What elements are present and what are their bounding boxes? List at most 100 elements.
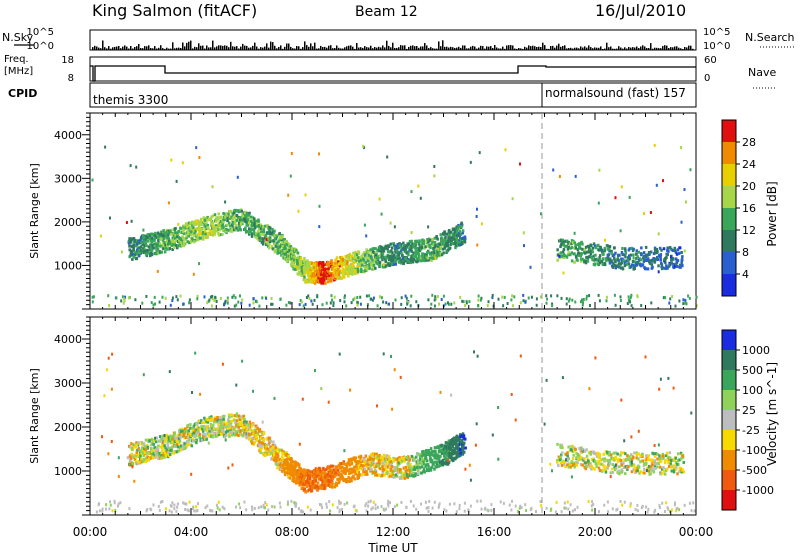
ground-scatter-cell [368,294,371,298]
echo-cell [361,253,365,257]
echo-cell [373,259,377,263]
echo-cell [144,438,148,442]
nsky-bar [210,47,212,50]
echo-cell [422,453,425,457]
echo-cell [374,253,378,257]
echo-cell [674,250,678,254]
echo-cell [375,452,378,456]
echo-cell [184,436,188,440]
ground-scatter-cell [308,297,311,301]
echo-cell [336,276,339,280]
echo-cell [384,260,387,264]
echo-cell [244,214,247,218]
echo-cell [209,425,213,429]
echo-cell [366,265,369,268]
echo-cell [422,462,425,466]
echo-cell [446,244,449,248]
echo-cell [222,215,226,219]
nsky-bar [502,46,504,50]
ground-scatter-cell [325,301,328,305]
echo-cell [163,444,166,448]
echo-cell [233,221,237,225]
echo-cell [146,456,150,459]
echo-cell [237,414,241,418]
echo-cell [314,476,317,480]
echo-cell [255,224,259,228]
echo-cell [590,244,593,248]
echo-cell [199,226,202,230]
echo-cell [302,278,305,282]
echo-cell [416,453,419,457]
nsky-bar [146,46,148,50]
sparse-echo-cell [410,231,413,234]
echo-cell [338,462,342,465]
sparse-echo-cell [198,156,201,159]
echo-cell [454,246,457,250]
echo-cell [282,467,286,471]
echo-cell [353,465,356,469]
echo-cell [144,241,147,245]
nsky-bar [214,47,216,50]
echo-cell [187,224,190,228]
sparse-echo-cell [224,200,227,204]
nsky-bar [636,46,638,50]
ground-scatter-cell [650,301,653,305]
nsky-bar [654,47,656,50]
echo-cell [413,467,417,471]
echo-cell [308,477,312,480]
echo-cell [608,245,612,248]
ground-scatter-cell [385,301,388,305]
echo-cell [402,244,406,247]
echo-cell [388,256,392,260]
echo-cell [343,261,346,265]
echo-cell [610,249,613,253]
nave-label: Nave [748,66,776,79]
echo-cell [457,223,460,227]
ground-scatter-cell [188,298,191,302]
echo-cell [445,251,448,254]
echo-cell [159,242,162,246]
nsky-bar [172,42,174,50]
echo-cell [170,448,173,452]
echo-cell [310,473,314,477]
echo-cell [330,259,333,263]
echo-cell [276,455,280,459]
echo-cell [317,276,320,280]
echo-cell [136,461,139,465]
nsky-bar [128,48,130,50]
nsky-bar [484,48,486,50]
nsky-bar [190,40,192,50]
echo-cell [171,440,175,444]
echo-cell [680,262,683,265]
echo-cell [407,259,410,263]
echo-cell [458,239,461,243]
nsky-bar [442,40,444,50]
echo-cell [252,423,255,426]
echo-cell [599,245,602,249]
echo-cell [204,428,208,432]
echo-cell [165,436,168,440]
echo-cell [315,472,319,476]
sparse-echo-cell [683,188,686,191]
echo-cell [134,253,137,257]
echo-cell [433,245,437,249]
echo-cell [435,244,438,248]
nsky-bar [460,47,462,50]
echo-cell [221,218,225,222]
nsky-bar [488,46,490,50]
echo-cell [403,473,406,477]
echo-cell [598,261,602,265]
echo-cell [455,238,459,241]
echo-cell [193,232,196,236]
echo-cell [398,456,401,460]
ground-scatter-cell [231,295,234,299]
echo-cell [194,219,198,223]
nsky-bar [458,46,460,50]
echo-cell [329,475,333,479]
echo-cell [145,244,148,248]
echo-cell [183,436,186,440]
echo-cell [315,269,318,273]
echo-cell [587,245,591,249]
echo-cell [187,232,191,236]
echo-cell [383,473,386,477]
